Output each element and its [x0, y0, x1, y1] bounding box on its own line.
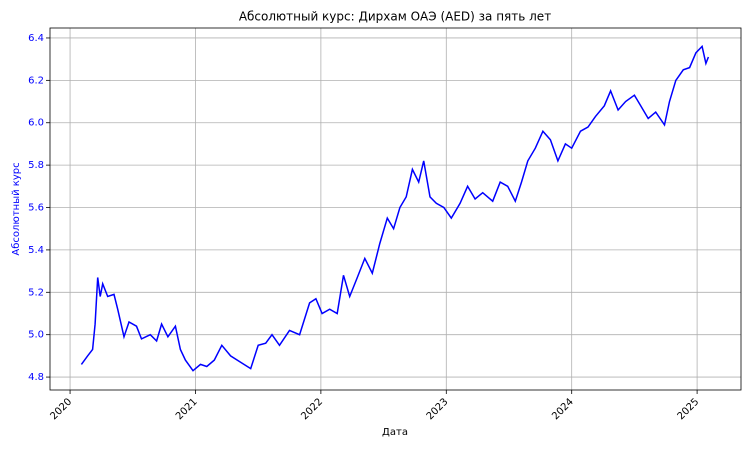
x-tick-label: 2020 [49, 396, 75, 422]
y-tick-label: 5.0 [28, 330, 44, 341]
y-tick-label: 5.8 [28, 160, 44, 171]
x-tick-label: 2025 [676, 396, 702, 422]
x-tick-label: 2021 [174, 396, 200, 422]
data-line [80, 44, 710, 372]
x-tick-label: 2024 [550, 396, 576, 422]
y-tick-label: 5.6 [28, 203, 44, 214]
chart-title: Абсолютный курс: Дирхам ОАЭ (AED) за пят… [239, 10, 551, 24]
y-tick-label: 6.4 [28, 33, 44, 44]
y-tick-label: 4.8 [28, 372, 44, 383]
x-tick-label: 2022 [299, 396, 325, 422]
plot-frame [49, 27, 742, 391]
x-axis-label: Дата [382, 427, 408, 438]
y-tick-label: 5.4 [28, 245, 44, 256]
y-axis-label: Абсолютный курс [11, 162, 22, 255]
x-tick-label: 2023 [425, 396, 451, 422]
y-tick-label: 5.2 [28, 287, 44, 298]
y-tick-label: 6.2 [28, 75, 44, 86]
y-tick-label: 6.0 [28, 118, 44, 129]
